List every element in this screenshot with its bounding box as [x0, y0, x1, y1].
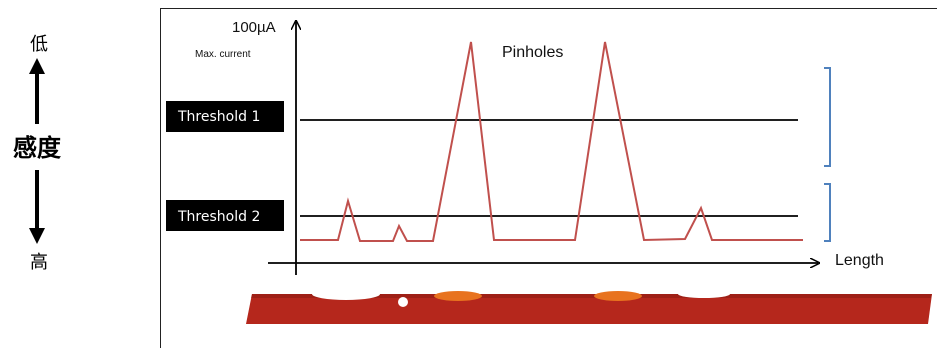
sensitivity-arrow-up-head-icon [29, 58, 45, 74]
sensitivity-title: 感度 [13, 134, 61, 162]
threshold-2-box: Threshold 2 [166, 200, 284, 231]
pinhole-5 [678, 290, 730, 298]
coated-strip [246, 288, 932, 324]
pinhole-4 [594, 291, 642, 301]
pinhole-2 [398, 297, 408, 307]
threshold-2-range-bracket [824, 183, 831, 242]
sensitivity-high-label: 高 [30, 252, 48, 273]
threshold-1-box: Threshold 1 [166, 101, 284, 132]
y-max-sublabel: Max. current [195, 49, 251, 60]
pinholes-label: Pinholes [502, 44, 563, 61]
strip-body [246, 294, 932, 324]
sensitivity-arrow [29, 58, 45, 244]
threshold-2-label: Threshold 2 [177, 209, 260, 225]
current-signal-trace [300, 41, 803, 242]
strip-top-edge [251, 294, 932, 298]
x-axis-label: Length [835, 252, 884, 269]
pinhole-3 [434, 291, 482, 301]
y-max-label: 100µA [232, 19, 276, 36]
sensitivity-scale: 低 感度 高 [0, 0, 75, 344]
pinhole-1 [312, 288, 380, 300]
sensitivity-arrow-down-head-icon [29, 228, 45, 244]
threshold-1-label: Threshold 1 [177, 109, 260, 125]
sensitivity-low-label: 低 [30, 34, 48, 55]
diagram-frame [160, 8, 937, 348]
threshold-1-range-bracket [824, 67, 831, 167]
